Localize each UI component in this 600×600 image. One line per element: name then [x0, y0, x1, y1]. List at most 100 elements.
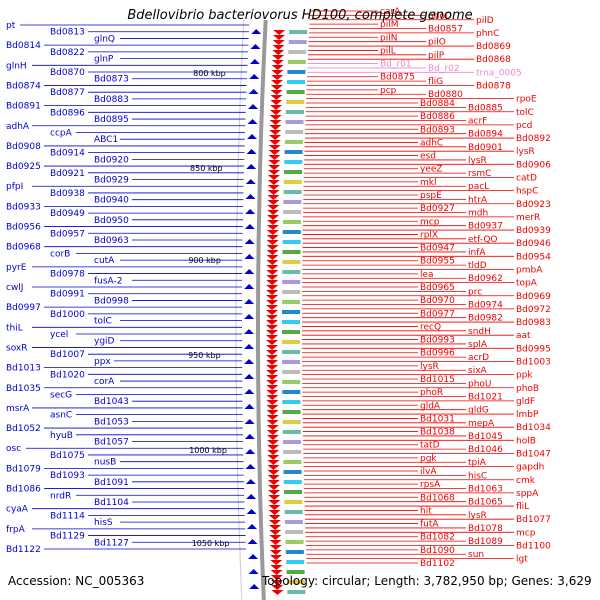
forward-gene-mark	[268, 140, 281, 145]
reverse-gene-mark	[246, 509, 257, 514]
forward-gene-mark	[269, 125, 282, 130]
feature-block	[287, 580, 305, 584]
feature-block	[286, 570, 305, 574]
forward-gene-mark	[266, 290, 279, 295]
forward-gene-mark	[266, 240, 279, 245]
left-gene-label: frpA	[6, 525, 26, 535]
reverse-gene-mark	[244, 224, 255, 229]
forward-gene-mark	[266, 330, 278, 335]
right-gene-label: pcp	[380, 86, 397, 96]
feature-block	[282, 340, 301, 344]
left-gene-label: Bd0873	[94, 75, 129, 85]
right-gene-label: hisC	[468, 471, 487, 481]
feature-block	[288, 40, 307, 44]
forward-gene-mark	[266, 380, 279, 385]
left-gene-label: Bd0920	[94, 155, 129, 165]
right-gene-label: etf-QO	[468, 235, 498, 245]
right-gene-label: Bd0937	[468, 222, 503, 232]
right-gene-label: Bd0972	[516, 305, 551, 315]
feature-block	[289, 30, 308, 34]
reverse-gene-mark	[244, 434, 255, 439]
forward-gene-mark	[267, 485, 280, 490]
right-gene-label: pilO	[428, 38, 446, 48]
right-gene-label: sndH	[468, 327, 491, 337]
backbone-ring	[256, 19, 268, 600]
reverse-gene-mark	[248, 554, 259, 559]
left-gene-label: Bd0938	[50, 189, 85, 199]
feature-block	[284, 510, 303, 514]
right-gene-label: carA	[380, 7, 401, 17]
right-gene-label: phoB	[516, 384, 539, 394]
right-gene-label: Bd0955	[420, 257, 455, 267]
right-gene-label: Bd0982	[468, 314, 503, 324]
right-gene-label: Bd1063	[468, 485, 503, 495]
reverse-gene-mark	[244, 269, 255, 274]
right-gene-label: phoU	[468, 379, 492, 389]
feature-block	[282, 420, 301, 424]
right-gene-label: acrF	[468, 117, 487, 127]
right-gene-label: Bd0884	[420, 99, 455, 109]
reverse-gene-mark	[244, 419, 255, 424]
feature-block	[282, 310, 301, 314]
right-gene-label: lea	[420, 270, 434, 280]
right-gene-label: mkl	[420, 178, 436, 188]
reverse-gene-mark	[248, 89, 259, 94]
forward-gene-mark	[269, 120, 282, 125]
right-gene-label: Bd0880	[428, 90, 463, 100]
right-gene-label: adhC	[420, 138, 443, 148]
left-gene-label: secG	[50, 390, 72, 400]
left-gene-label: Bd0956	[6, 223, 41, 233]
right-gene-label: infA	[468, 248, 486, 258]
right-gene-label: topA	[516, 279, 538, 289]
right-gene-label: lysR	[420, 362, 439, 372]
left-gene-label: Bd1013	[6, 364, 41, 374]
feature-block	[285, 540, 304, 544]
right-gene-label: Bd0857	[428, 25, 463, 35]
forward-gene-mark	[270, 105, 283, 110]
left-gene-label: thiL	[6, 323, 23, 333]
right-gene-label: rsmC	[468, 169, 491, 179]
right-gene-label: Bd1068	[420, 493, 455, 503]
right-gene-label: pacL	[468, 182, 489, 192]
left-gene-label: ygiD	[94, 337, 115, 347]
right-gene-label: merR	[516, 213, 540, 223]
forward-gene-mark	[271, 60, 284, 65]
left-gene-label: nusB	[94, 458, 116, 468]
left-gene-label: Bd0822	[50, 48, 85, 58]
feature-block	[285, 110, 304, 114]
right-gene-label: Bd0993	[420, 336, 455, 346]
forward-gene-mark	[267, 480, 280, 485]
feature-block	[282, 290, 301, 294]
right-gene-label: Bd1031	[420, 414, 455, 424]
forward-gene-mark	[266, 270, 279, 275]
reverse-gene-mark	[245, 479, 256, 484]
left-gene-label: Bd0896	[50, 108, 85, 118]
right-gene-label: Bd0962	[468, 274, 503, 284]
right-gene-label: Bd1102	[420, 559, 455, 569]
left-gene-label: ABC1	[94, 135, 118, 145]
right-gene-label: pgk	[420, 454, 437, 464]
right-gene-label: Bd0886	[420, 112, 455, 122]
left-gene-label: Bd1091	[94, 478, 129, 488]
forward-gene-mark	[270, 555, 283, 560]
right-gene-label: gldF	[516, 397, 535, 407]
right-gene-label: tpiA	[468, 458, 487, 468]
right-gene-label: phnC	[476, 29, 499, 39]
right-gene-label: Bd1082	[420, 533, 455, 543]
forward-gene-mark	[266, 440, 279, 445]
feature-block	[282, 410, 301, 414]
left-gene-label: pfpI	[6, 182, 23, 192]
left-gene-label: adhA	[6, 122, 30, 132]
left-gene-label: soxR	[6, 343, 28, 353]
right-gene-label: esd	[420, 152, 436, 162]
reverse-gene-mark	[244, 299, 255, 304]
forward-gene-mark	[266, 310, 279, 315]
forward-gene-mark	[269, 130, 282, 135]
forward-gene-mark	[266, 430, 279, 435]
feature-block	[285, 550, 304, 554]
feature-block	[284, 490, 303, 494]
left-gene-label: Bd0968	[6, 243, 41, 253]
forward-gene-mark	[270, 95, 283, 100]
right-gene-label: Bd1089	[468, 537, 503, 547]
